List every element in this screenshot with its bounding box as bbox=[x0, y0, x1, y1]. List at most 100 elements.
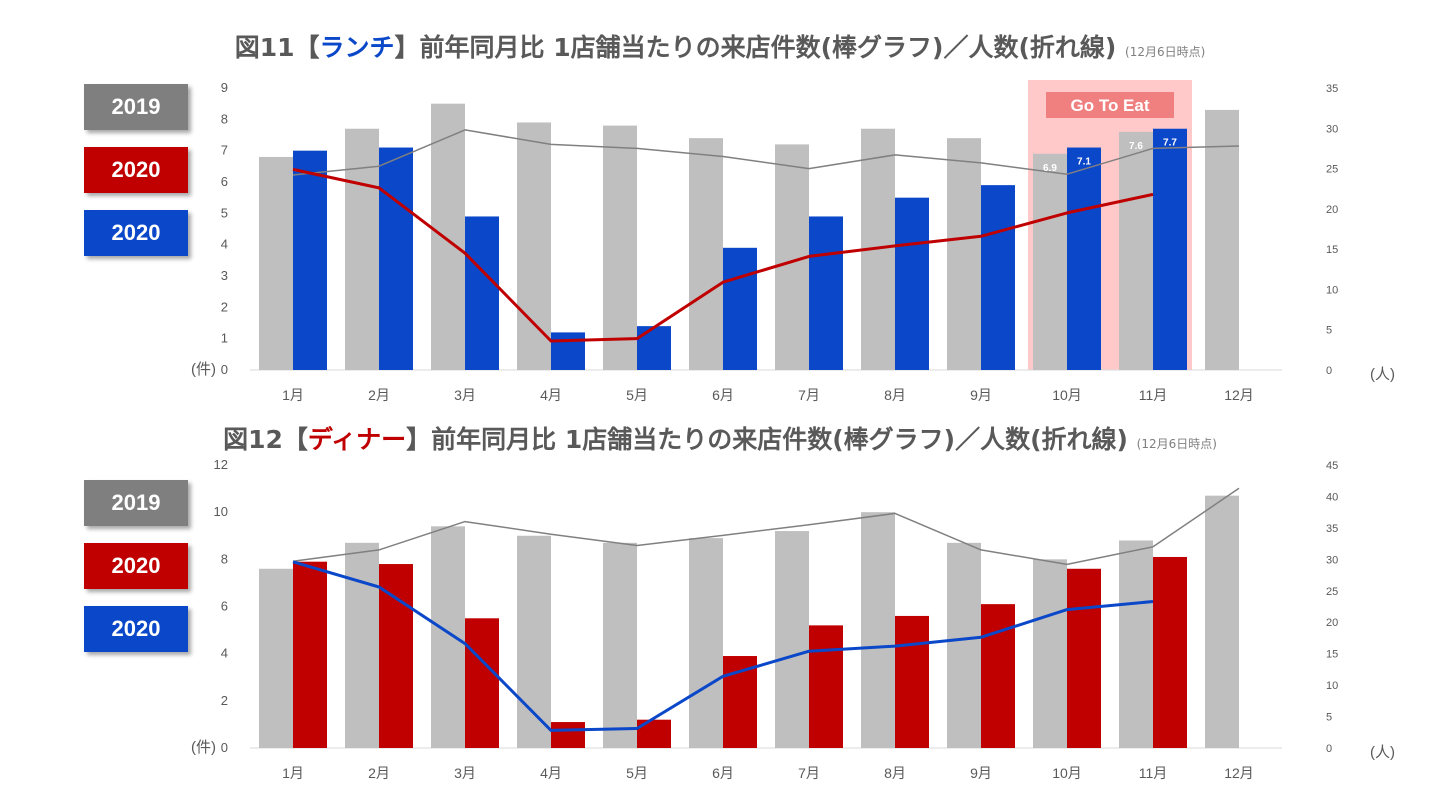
chart2-right-tick: 20 bbox=[1326, 617, 1338, 629]
chart1-data-label: 6.9 bbox=[1043, 163, 1057, 174]
chart2-bar-2019 bbox=[1033, 559, 1067, 748]
chart1-category-label: 12月 bbox=[1224, 387, 1254, 403]
chart1-bar-2020 bbox=[1067, 147, 1101, 370]
chart1-bar-2019 bbox=[1205, 109, 1239, 370]
chart2-line-2020 bbox=[292, 560, 1154, 732]
chart2-category-label: 3月 bbox=[454, 765, 476, 781]
chart2-category-label: 8月 bbox=[884, 765, 906, 781]
chart1-title: 図11【ランチ】前年同月比 1店舗当たりの来店件数(棒グラフ)／人数(折れ線) … bbox=[0, 28, 1440, 64]
chart2-right-axis-label: (人) bbox=[1370, 744, 1395, 761]
chart1-bar-2020 bbox=[551, 332, 585, 370]
chart2-bar-2019 bbox=[603, 542, 637, 748]
chart2-left-tick: 8 bbox=[221, 551, 228, 566]
chart1-left-axis-label: (件) bbox=[191, 361, 216, 378]
chart1-right-tick: 20 bbox=[1326, 204, 1338, 216]
chart2-bar-2019 bbox=[947, 542, 981, 748]
chart1-legend-2020-blue: 2020 bbox=[84, 210, 188, 256]
chart1-line-2020 bbox=[292, 167, 1154, 343]
chart1-title-note: (12月6日時点) bbox=[1125, 45, 1206, 59]
chart1-bar-2020 bbox=[293, 150, 327, 370]
chart2-title-rest: 】前年同月比 1店舗当たりの来店件数(棒グラフ)／人数(折れ線) bbox=[406, 425, 1128, 454]
chart1-title-highlight: ランチ bbox=[319, 33, 395, 62]
chart1-category-label: 9月 bbox=[970, 387, 992, 403]
chart2-bar-2019 bbox=[431, 526, 465, 748]
chart2-bar-2019 bbox=[1119, 540, 1153, 748]
chart1-bar-2020 bbox=[465, 216, 499, 370]
chart2-bar-2019 bbox=[345, 542, 379, 748]
chart1-right-tick: 5 bbox=[1326, 325, 1332, 337]
chart2-title-note: (12月6日時点) bbox=[1136, 437, 1217, 451]
chart1-right-tick: 30 bbox=[1326, 123, 1338, 135]
chart1-bar-2019 bbox=[603, 125, 637, 370]
chart2-left-tick: 6 bbox=[221, 599, 228, 614]
chart1-bar-2019 bbox=[947, 138, 981, 370]
chart1-bar-2019 bbox=[689, 138, 723, 370]
chart1-title-prefix: 図11【 bbox=[234, 33, 320, 62]
chart2-bar-2019 bbox=[259, 568, 293, 748]
chart1-bar-2020 bbox=[379, 147, 413, 370]
chart2-bar-2020 bbox=[379, 564, 413, 748]
chart2-bar-2019 bbox=[689, 538, 723, 748]
chart1-goto-label-bg bbox=[1046, 92, 1174, 118]
chart2-left-tick: 10 bbox=[214, 504, 228, 519]
chart2-category-label: 10月 bbox=[1052, 765, 1082, 781]
chart1-bar-2020 bbox=[637, 326, 671, 370]
chart1-left-tick: 0 bbox=[221, 362, 228, 377]
chart1-left-tick: 3 bbox=[221, 268, 228, 283]
chart1-category-label: 2月 bbox=[368, 387, 390, 403]
chart2-left-tick: 2 bbox=[221, 693, 228, 708]
chart1-right-tick: 35 bbox=[1326, 83, 1338, 95]
chart1-category-label: 5月 bbox=[626, 387, 648, 403]
chart1-bar-2020 bbox=[981, 185, 1015, 370]
chart2-category-label: 1月 bbox=[282, 765, 304, 781]
chart2-category-label: 6月 bbox=[712, 765, 734, 781]
chart2-bar-2020 bbox=[809, 625, 843, 748]
chart1-bar-2019 bbox=[431, 103, 465, 371]
chart1-data-label: 7.6 bbox=[1129, 141, 1143, 152]
chart2-left-tick: 12 bbox=[214, 457, 228, 472]
chart2-category-label: 11月 bbox=[1139, 765, 1168, 781]
chart2-left-tick: 4 bbox=[221, 646, 228, 661]
chart2-right-tick: 30 bbox=[1326, 554, 1338, 566]
chart2-category-label: 12月 bbox=[1224, 765, 1254, 781]
chart1-plot: Go To Eat 0 1 2 3 4 5 6 7 8 9 (件) 0 5 10 15 20 25 30 35 (人) 1… bbox=[191, 80, 1395, 403]
chart2-right-tick: 45 bbox=[1326, 460, 1338, 472]
chart1-data-label: 7.1 bbox=[1077, 157, 1091, 168]
chart1-left-tick: 7 bbox=[221, 143, 228, 158]
chart1-bar-2020 bbox=[895, 197, 929, 370]
chart2-bar-2020 bbox=[551, 722, 585, 748]
chart1-right-tick: 0 bbox=[1326, 365, 1332, 377]
chart2-bar-2020 bbox=[1153, 556, 1187, 748]
chart2-right-tick: 35 bbox=[1326, 523, 1338, 535]
chart1-category-label: 10月 bbox=[1052, 387, 1082, 403]
chart2-bar-2020 bbox=[465, 618, 499, 748]
chart1-category-label: 1月 bbox=[282, 387, 304, 403]
chart1-legend-2019: 2019 bbox=[84, 84, 188, 130]
chart1-category-label: 4月 bbox=[540, 387, 562, 403]
chart2-right-tick: 15 bbox=[1326, 649, 1338, 661]
chart2-left-axis-label: (件) bbox=[191, 739, 216, 756]
chart2-category-label: 5月 bbox=[626, 765, 648, 781]
chart1-category-label: 3月 bbox=[454, 387, 476, 403]
chart1-right-tick: 10 bbox=[1326, 284, 1338, 296]
chart1-bar-2020 bbox=[1153, 128, 1187, 370]
chart1-left-tick: 1 bbox=[221, 331, 228, 346]
chart1-bar-2020 bbox=[723, 247, 757, 370]
chart1-left-tick: 6 bbox=[221, 174, 228, 189]
chart2-right-tick: 5 bbox=[1326, 712, 1332, 724]
chart1-goto-label: Go To Eat bbox=[1070, 96, 1149, 115]
chart2-category-label: 9月 bbox=[970, 765, 992, 781]
chart2-bar-2019 bbox=[517, 535, 551, 748]
chart2-left-tick: 0 bbox=[221, 740, 228, 755]
chart2-bar-2020 bbox=[895, 615, 929, 748]
chart2-title: 図12【ディナー】前年同月比 1店舗当たりの来店件数(棒グラフ)／人数(折れ線)… bbox=[0, 420, 1440, 456]
chart2-bar-2020 bbox=[293, 561, 327, 748]
chart1-left-tick: 9 bbox=[221, 80, 228, 95]
chart2-line-2019 bbox=[292, 487, 1240, 566]
chart2-right-tick: 0 bbox=[1326, 743, 1332, 755]
chart2-bar-2019 bbox=[861, 512, 895, 748]
chart1-bar-2019 bbox=[1119, 131, 1153, 370]
chart1-title-rest: 】前年同月比 1店舗当たりの来店件数(棒グラフ)／人数(折れ線) bbox=[394, 33, 1117, 62]
chart1-category-label: 8月 bbox=[884, 387, 906, 403]
chart2-right-tick: 10 bbox=[1326, 680, 1338, 692]
